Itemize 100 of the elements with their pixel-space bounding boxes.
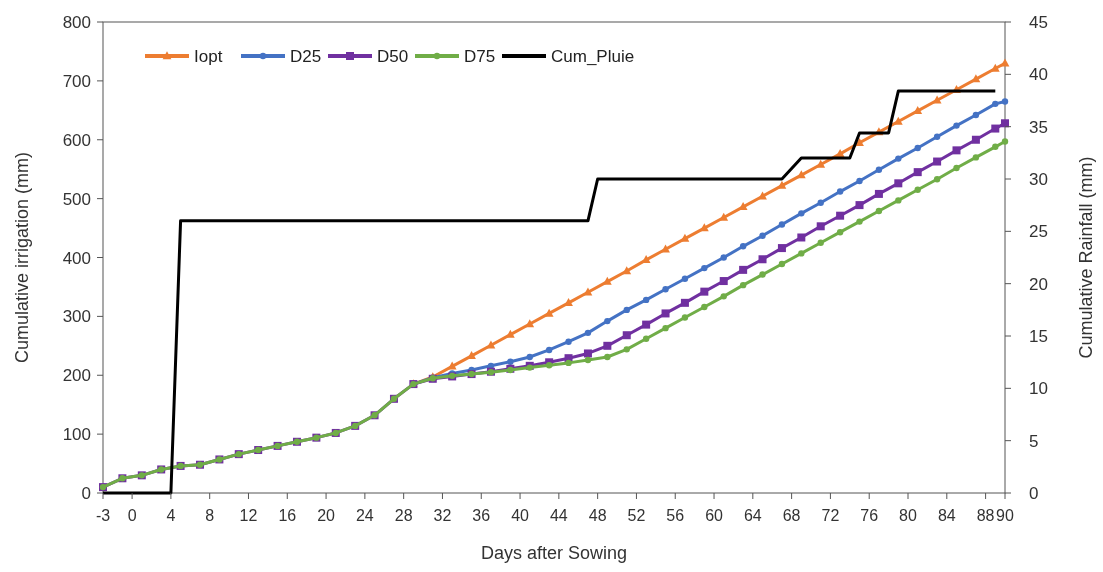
x-tick-label: 8 [205, 507, 215, 524]
x-tick-label: 0 [127, 507, 137, 524]
y-tick-label: 300 [62, 307, 91, 327]
point [971, 74, 981, 83]
point [972, 154, 980, 161]
point [874, 189, 883, 198]
point [642, 335, 650, 342]
point [661, 309, 670, 318]
point [662, 286, 669, 293]
point [1000, 58, 1010, 67]
point [875, 207, 883, 215]
point [778, 221, 786, 228]
point [798, 250, 805, 257]
point [895, 197, 902, 204]
x-tick-label: 56 [666, 507, 685, 524]
point [720, 293, 727, 300]
x-tick-label: 48 [588, 507, 607, 524]
point [798, 210, 805, 217]
point [584, 329, 592, 337]
y2-tick-label: 5 [1029, 431, 1039, 451]
x-tick-label: 24 [355, 507, 374, 524]
x-tick-label: 12 [239, 507, 258, 524]
x-tick-label: 40 [511, 507, 530, 524]
point [797, 233, 806, 242]
y2-tick-label: 20 [1029, 274, 1048, 294]
point [565, 359, 572, 367]
x-tick-label: -3 [95, 507, 111, 524]
point [739, 265, 748, 274]
point [913, 168, 922, 177]
point [507, 358, 514, 365]
x-tick-label: 32 [433, 507, 452, 524]
point [894, 179, 903, 188]
point [777, 244, 786, 253]
y2-tick-label: 25 [1029, 222, 1048, 242]
x-tick-label: 84 [937, 507, 956, 524]
point [662, 324, 669, 332]
y-axis-title: Cumulative irrigation (mm) [12, 151, 32, 364]
point [604, 317, 611, 325]
point [1001, 119, 1009, 128]
x-tick-label: 36 [472, 507, 491, 524]
point [583, 287, 593, 296]
point [680, 298, 689, 307]
y-tick-label: 600 [62, 130, 91, 150]
point [816, 159, 826, 168]
legend-label: D50 [377, 47, 409, 66]
x-tick-label: 68 [782, 507, 801, 524]
x-tick-label: 72 [821, 507, 840, 524]
point [933, 176, 941, 183]
point [526, 353, 533, 361]
point [700, 287, 709, 296]
y2-tick-label: 15 [1029, 327, 1048, 346]
legend-label: D25 [290, 47, 322, 66]
point [856, 177, 863, 185]
y-tick-label: 200 [62, 366, 91, 386]
point [836, 211, 845, 220]
x-tick-label: 16 [278, 507, 297, 524]
point [642, 296, 650, 304]
y-tick-label: 0 [81, 484, 91, 503]
y2-tick-label: 35 [1029, 117, 1048, 137]
y2-tick-label: 45 [1029, 13, 1048, 32]
y-tick-label: 100 [62, 425, 91, 445]
point [953, 122, 960, 129]
point [817, 239, 824, 246]
y-tick-label: 400 [62, 248, 91, 268]
point [856, 218, 863, 225]
point [603, 341, 612, 350]
point [681, 314, 689, 321]
point [545, 362, 553, 369]
point [720, 254, 727, 261]
point [486, 340, 496, 349]
point [817, 199, 824, 206]
point [545, 346, 553, 354]
point [758, 191, 767, 200]
point [855, 201, 864, 210]
x-tick-label: 88 [976, 507, 995, 524]
y2-tick-label: 40 [1029, 65, 1048, 85]
x-tick-label: 64 [743, 507, 762, 524]
x-tick-label: 44 [549, 507, 568, 524]
y2-tick-label: 0 [1029, 484, 1039, 503]
y2-axis-title: Cumulative Rainfall (mm) [1076, 156, 1096, 359]
point [467, 351, 476, 360]
point [739, 281, 747, 289]
x-tick-label: 20 [317, 507, 336, 524]
point [564, 298, 573, 307]
point [932, 95, 942, 104]
point [933, 133, 941, 141]
point [622, 266, 632, 275]
point [952, 146, 961, 155]
point [623, 306, 630, 314]
point [583, 349, 592, 358]
point [933, 157, 942, 166]
point [759, 232, 766, 239]
point [739, 243, 747, 250]
point [778, 260, 786, 268]
point [992, 100, 999, 108]
point [816, 222, 825, 231]
point [719, 277, 728, 286]
point [604, 353, 611, 361]
point [584, 356, 592, 364]
x-tick-label: 90 [996, 507, 1014, 524]
